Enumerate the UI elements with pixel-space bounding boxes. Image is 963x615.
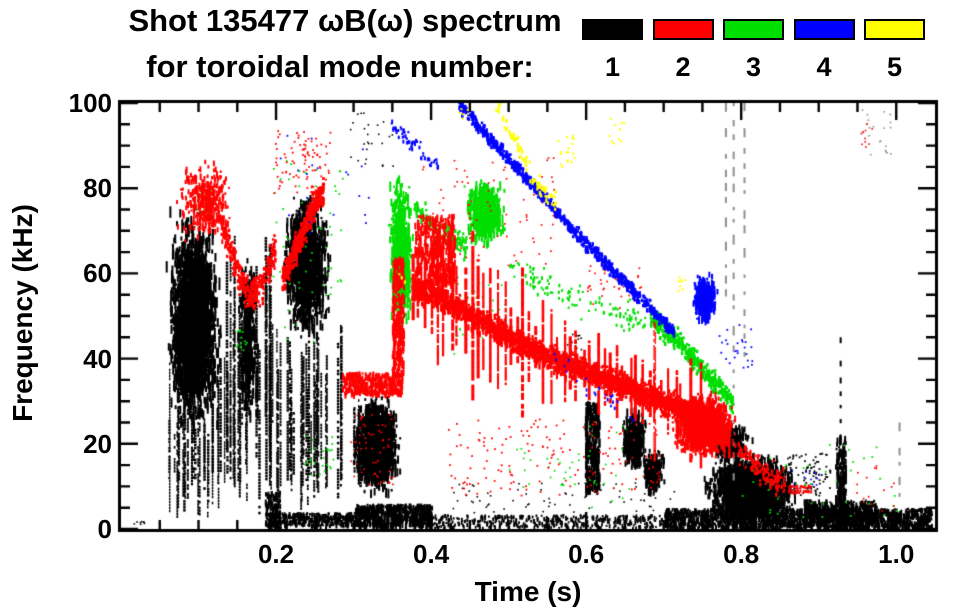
legend-swatch-1 bbox=[582, 19, 643, 40]
legend-label-3: 3 bbox=[745, 52, 762, 82]
legend-swatch-2 bbox=[652, 19, 714, 40]
y-tick-label-100: 100 bbox=[68, 88, 112, 118]
y-axis-title: Frequency (kHz) bbox=[7, 204, 38, 422]
x-tick-label-0.2: 0.2 bbox=[257, 539, 295, 569]
legend-swatch-4 bbox=[793, 19, 855, 40]
x-tick-label-0.8: 0.8 bbox=[723, 539, 760, 569]
x-tick-label-1.0: 1.0 bbox=[878, 539, 915, 569]
y-tick-label-20: 20 bbox=[83, 428, 112, 459]
legend-swatch-5 bbox=[864, 19, 925, 40]
plot-subtitle: for toroidal mode number: bbox=[146, 49, 534, 84]
legend-label-4: 4 bbox=[816, 52, 832, 82]
legend-swatch-3 bbox=[723, 19, 784, 40]
x-tick-label-0.4: 0.4 bbox=[413, 539, 450, 569]
y-tick-label-40: 40 bbox=[83, 343, 112, 374]
legend-label-1: 1 bbox=[604, 52, 621, 82]
x-tick-label-0.6: 0.6 bbox=[568, 539, 605, 569]
y-tick-label-60: 60 bbox=[83, 258, 112, 289]
x-axis-title: Time (s) bbox=[474, 576, 582, 607]
plot-title: Shot 135477 ωB(ω) spectrum bbox=[128, 3, 562, 38]
legend-label-2: 2 bbox=[675, 52, 691, 82]
y-tick-label-0: 0 bbox=[97, 514, 112, 544]
legend-label-5: 5 bbox=[886, 52, 903, 82]
y-tick-label-80: 80 bbox=[83, 173, 112, 204]
